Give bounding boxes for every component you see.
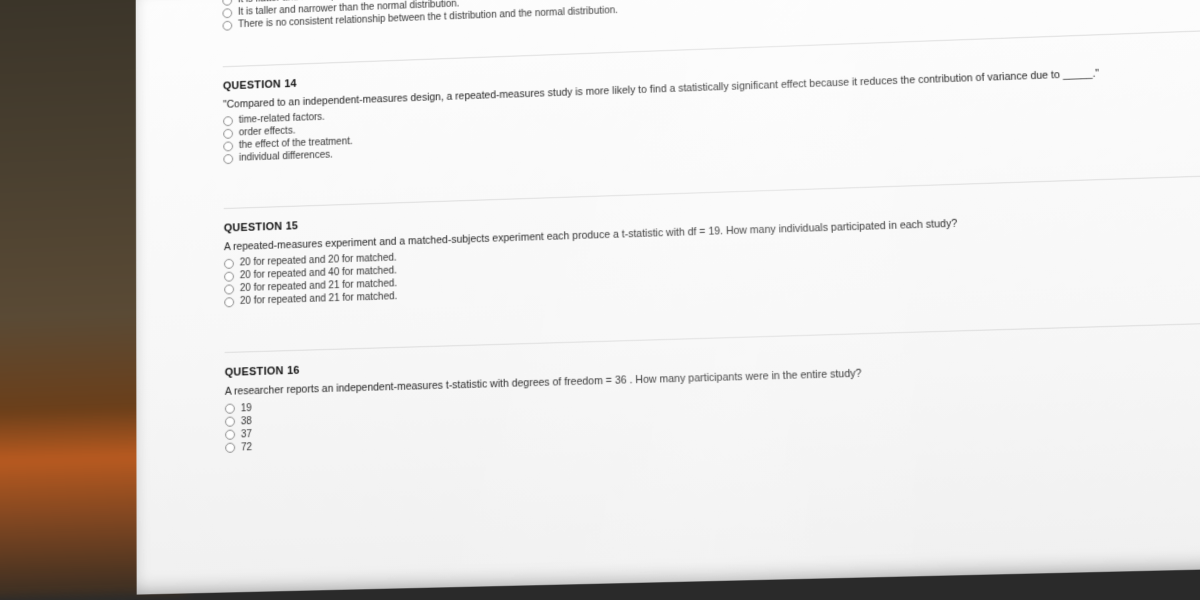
option-label: 37 [241, 429, 252, 440]
option-label: 38 [241, 416, 252, 427]
radio-icon[interactable] [224, 297, 234, 307]
radio-icon[interactable] [223, 128, 233, 138]
radio-icon[interactable] [223, 20, 233, 30]
radio-icon[interactable] [222, 0, 232, 5]
option-label: order effects. [239, 126, 296, 139]
radio-icon[interactable] [222, 8, 232, 18]
option-label: 72 [241, 442, 252, 453]
options-list: It is almost perfectly symmetrical like … [222, 0, 1200, 32]
radio-icon[interactable] [225, 417, 235, 427]
radio-icon[interactable] [225, 443, 235, 453]
radio-icon[interactable] [225, 404, 235, 414]
radio-icon[interactable] [224, 271, 234, 281]
radio-icon[interactable] [223, 116, 233, 126]
radio-icon[interactable] [223, 141, 233, 151]
option-label: 19 [241, 403, 252, 414]
question-16: QUESTION 16 A researcher reports an inde… [225, 323, 1200, 498]
option-label: 20 for repeated and 21 for matched. [240, 292, 397, 308]
radio-icon[interactable] [223, 154, 233, 164]
photo-scene: It is almost perfectly symmetrical like … [0, 0, 1200, 600]
radio-icon[interactable] [224, 284, 234, 294]
option-label: individual differences. [239, 150, 333, 164]
radio-icon[interactable] [224, 259, 234, 269]
radio-icon[interactable] [225, 430, 235, 440]
quiz-screen: It is almost perfectly symmetrical like … [136, 0, 1200, 595]
